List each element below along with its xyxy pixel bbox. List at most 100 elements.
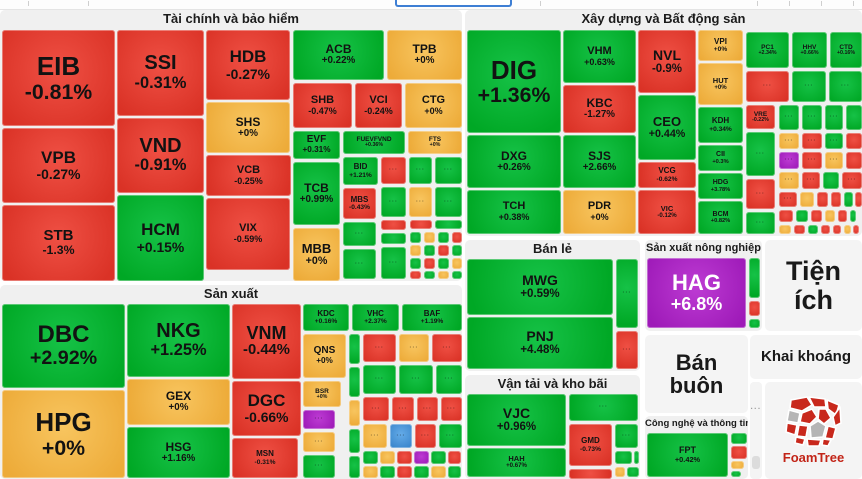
tile-TPB[interactable]: TPB +0%	[387, 30, 462, 80]
mini-tile[interactable]	[349, 456, 360, 478]
tile-BID[interactable]: BID +1.21%	[343, 157, 378, 185]
mini-tile[interactable]: ···	[746, 71, 789, 102]
mini-tile[interactable]	[410, 245, 421, 256]
mini-tile[interactable]	[615, 451, 632, 464]
mini-tile[interactable]: ···	[746, 132, 775, 176]
mini-tile[interactable]	[448, 466, 461, 478]
mini-tile[interactable]: ···	[409, 187, 432, 217]
mini-tile[interactable]	[431, 466, 446, 478]
mini-tile[interactable]: ···	[829, 71, 862, 102]
mini-tile[interactable]: ···	[569, 394, 638, 421]
mini-tile[interactable]	[779, 225, 791, 234]
mini-tile[interactable]: ···	[303, 455, 335, 478]
mini-tile[interactable]: ···	[802, 172, 820, 189]
mini-tile[interactable]	[363, 451, 378, 464]
mini-tile[interactable]	[853, 225, 859, 234]
tile-KBC[interactable]: KBC -1.27%	[563, 85, 636, 133]
mini-tile[interactable]: ···	[435, 157, 462, 184]
mini-tile[interactable]	[410, 220, 432, 229]
tile-TCH[interactable]: TCH +0.38%	[467, 190, 561, 234]
mini-tile[interactable]: ···	[303, 410, 335, 429]
mini-tile[interactable]	[731, 461, 744, 469]
mini-tile[interactable]: ···	[343, 222, 376, 246]
tile-SHB[interactable]: SHB -0.47%	[293, 83, 352, 128]
active-tab-underline[interactable]	[395, 0, 512, 7]
mini-tile[interactable]: ···	[825, 133, 843, 149]
mini-tile[interactable]: ···	[432, 334, 462, 362]
mini-tile[interactable]: ···	[381, 247, 406, 279]
tile-QNS[interactable]: QNS +0%	[303, 334, 346, 378]
mini-tile[interactable]	[410, 232, 421, 243]
mini-tile[interactable]	[438, 258, 449, 269]
tile-EIB[interactable]: EIB -0.81%	[2, 30, 115, 126]
mini-tile[interactable]	[349, 334, 360, 364]
tile-BSR[interactable]: BSR +0%	[303, 381, 341, 407]
tile-NKG[interactable]: NKG +1.25%	[127, 304, 230, 377]
mini-tile[interactable]: ···	[381, 187, 406, 217]
tile-VPB[interactable]: VPB -0.27%	[2, 128, 115, 203]
mini-tile[interactable]	[634, 451, 639, 464]
mini-tile[interactable]	[825, 210, 835, 222]
tile-VHC[interactable]: VHC +2.37%	[352, 304, 399, 331]
mini-tile[interactable]	[431, 451, 446, 464]
tile-ACB[interactable]: ACB +0.22%	[293, 30, 384, 80]
mini-tile[interactable]: ···	[792, 71, 826, 102]
tile-BAF[interactable]: BAF +1.19%	[402, 304, 462, 331]
tile-SHS[interactable]: SHS +0%	[206, 102, 290, 153]
tile-VJC[interactable]: VJC +0.96%	[467, 394, 566, 446]
mini-tile[interactable]	[448, 451, 461, 464]
mini-tile[interactable]	[821, 225, 830, 234]
mini-tile[interactable]	[381, 233, 406, 244]
mini-tile[interactable]	[424, 245, 435, 256]
foamtree-logo[interactable]: FoamTree	[765, 382, 862, 479]
group-header-cong-nghe[interactable]: Công nghệ và thông tin	[645, 418, 748, 429]
tile-BCM[interactable]: BCM +0.82%	[698, 201, 743, 234]
tile-HDG[interactable]: HDG +3.78%	[698, 173, 743, 199]
tile-PNJ[interactable]: PNJ +4.48%	[467, 317, 613, 369]
tile-HPG[interactable]: HPG +0%	[2, 390, 125, 478]
tile-GMD[interactable]: GMD -0.73%	[569, 424, 612, 466]
tile-DBC[interactable]: DBC +2.92%	[2, 304, 125, 388]
mini-tile[interactable]	[381, 220, 406, 230]
tile-EVF[interactable]: EVF +0.31%	[293, 131, 340, 159]
tile-HSG[interactable]: HSG +1.16%	[127, 427, 230, 478]
mini-tile[interactable]	[846, 133, 862, 149]
mini-tile[interactable]: ···	[363, 334, 396, 362]
mini-tile[interactable]	[838, 210, 847, 222]
tile-TCB[interactable]: TCB +0.99%	[293, 162, 340, 225]
mini-tile[interactable]	[349, 429, 360, 453]
mini-tile[interactable]: ···	[399, 334, 429, 362]
mini-tile[interactable]	[452, 258, 462, 269]
group-header-bat-dong-san[interactable]: Xây dựng và Bất động sản	[581, 11, 746, 26]
mini-tile[interactable]	[844, 192, 853, 207]
mini-tile[interactable]: ···	[802, 152, 822, 169]
tile-VIC[interactable]: VIC -0.12%	[638, 190, 696, 234]
tile-GEX[interactable]: GEX +0%	[127, 379, 230, 425]
mini-tile[interactable]: ···	[363, 365, 396, 394]
mini-tile[interactable]: ···	[363, 397, 389, 421]
mini-tile[interactable]: ···	[779, 105, 799, 130]
mini-tile[interactable]: ···	[415, 424, 436, 448]
group-header-nong-nghiep[interactable]: Sản xuất nông nghiệp	[646, 242, 761, 254]
mini-tile[interactable]	[424, 258, 435, 269]
mini-tile[interactable]: ···	[746, 212, 775, 234]
mini-tile[interactable]	[731, 471, 741, 477]
tile-SJS[interactable]: SJS +2.66%	[563, 135, 636, 188]
mini-tile[interactable]	[410, 258, 421, 269]
mini-tile[interactable]: ···	[802, 105, 822, 130]
mini-tile[interactable]	[424, 232, 435, 243]
mini-tile[interactable]	[749, 258, 760, 298]
mini-tile[interactable]: ···	[802, 133, 822, 149]
tile-MBB[interactable]: MBB +0%	[293, 228, 340, 281]
tile-PC1[interactable]: PC1 +2.34%	[746, 32, 789, 68]
mini-tile[interactable]: ···	[746, 179, 775, 209]
mini-tile[interactable]: ···	[417, 397, 438, 421]
tile-VIX[interactable]: VIX -0.59%	[206, 198, 290, 270]
mini-tile[interactable]	[749, 319, 760, 328]
mini-tile[interactable]	[627, 467, 639, 477]
tile-CII[interactable]: CII +0.3%	[698, 145, 743, 171]
mini-tile[interactable]: ···	[303, 432, 335, 452]
mini-tile[interactable]	[363, 466, 378, 478]
group-header-san-xuat[interactable]: Sản xuất	[203, 286, 259, 301]
mini-tile[interactable]	[846, 105, 862, 130]
